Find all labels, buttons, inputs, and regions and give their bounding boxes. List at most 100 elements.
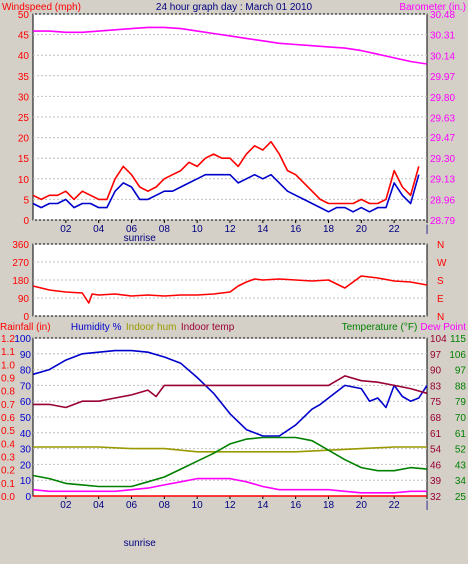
windspeed-tick: 5: [23, 195, 29, 206]
wind-line: [32, 173, 420, 213]
windspeed-tick: 40: [18, 51, 30, 62]
compass-label: N: [437, 312, 444, 323]
windspeed-tick: 0: [23, 216, 29, 227]
compass-label: S: [437, 276, 444, 287]
x-tick-label: 02: [60, 500, 72, 511]
temp-right-ticks-outer: 25 34 43 52 61 70 79 88 97 106 115: [449, 334, 466, 503]
left-axis-title: Indoor hum: [126, 322, 177, 333]
sunrise-label: sunrise: [124, 233, 157, 244]
right-axis-title: Dew Point: [420, 322, 466, 333]
temp-tick-outer: 34: [455, 476, 467, 487]
compass-label: W: [437, 258, 447, 269]
x-tick-label: 14: [257, 500, 269, 511]
barometer-tick: 30.14: [430, 51, 455, 62]
barometer-tick: 29.97: [430, 72, 455, 83]
x-tick-label: 20: [356, 500, 368, 511]
x-tick-label: 08: [159, 500, 171, 511]
temp-tick-inner: 46: [430, 460, 442, 471]
x-tick-label: 10: [192, 500, 204, 511]
temp-tick-outer: 52: [455, 445, 467, 456]
barometer-tick: 29.80: [430, 93, 455, 104]
climate-panel: Rainfall (in) Humidity % Indoor hum Indoor …: [0, 322, 466, 549]
right-axis-title: Temperature (°F): [342, 322, 418, 333]
windspeed-tick: 25: [18, 113, 30, 124]
temp-tick-outer: 43: [455, 460, 467, 471]
temp-tick-outer: 79: [455, 397, 467, 408]
x-tick-label: 20: [356, 224, 368, 235]
rain-tick: 1.2: [1, 334, 15, 345]
windspeed-tick: 10: [18, 175, 30, 186]
x-tick-label: 12: [224, 500, 236, 511]
indoor_temp-line: [33, 375, 428, 409]
temp-tick-inner: 97: [430, 350, 442, 361]
barometer-tick: 28.79: [430, 216, 455, 227]
humidity-line: [32, 349, 428, 437]
x-tick-label: 18: [323, 500, 335, 511]
barometer-line: [33, 26, 428, 65]
climate-left-axis-titles: Rainfall (in) Humidity % Indoor hum Indoor …: [0, 322, 235, 333]
wind-x-ticks: 02 04 06 08 10 12 14 16 18 20 22 |: [60, 220, 428, 235]
barometer-y-ticks: 28.79 28.96 29.13 29.30 29.47 29.63 29.80 29.97…: [430, 10, 455, 227]
x-tick-label: 16: [290, 500, 302, 511]
temp-tick-inner: 75: [430, 397, 442, 408]
windspeed-tick: 50: [18, 10, 30, 21]
sunrise-label-bottom: sunrise: [124, 538, 157, 549]
compass-label: E: [437, 294, 444, 305]
humidity-tick: 40: [20, 429, 32, 440]
temp-tick-outer: 115: [450, 334, 466, 345]
x-tick-label: 04: [93, 224, 105, 235]
rain-tick: 0.2: [1, 466, 15, 477]
x-tick-label: 06: [126, 224, 138, 235]
x-tick-label: 04: [93, 500, 105, 511]
gust-line: [32, 140, 420, 205]
rain-tick: 1.1: [1, 347, 15, 358]
humidity-y-ticks: 0 10 20 30 40 50 60 70 80 90 100: [14, 334, 31, 503]
wind-series-lines: [32, 26, 428, 213]
temp-tick-inner: 32: [430, 492, 442, 503]
direction-tick: 360: [12, 240, 29, 251]
climate-series-lines: [32, 349, 428, 497]
temp-tick-outer: 106: [449, 350, 466, 361]
temp-tick-inner: 68: [430, 413, 442, 424]
direction-grid: [33, 243, 427, 317]
left-axis-title: Humidity %: [71, 322, 122, 333]
temp-tick-outer: 61: [455, 429, 467, 440]
x-tick-label: |: [426, 224, 429, 235]
barometer-tick: 29.63: [430, 114, 455, 125]
humidity-tick: 100: [14, 334, 31, 345]
left-axis-title: Indoor temp: [181, 322, 235, 333]
direction-line: [32, 275, 428, 304]
x-tick-label: |: [426, 500, 429, 511]
windspeed-tick: 30: [18, 92, 30, 103]
rain-tick: 1.0: [1, 360, 15, 371]
barometer-tick: 29.30: [430, 154, 455, 165]
climate-x-ticks: 02 04 06 08 10 12 14 16 18 20 22 |: [60, 496, 428, 511]
windspeed-tick: 20: [18, 134, 30, 145]
windspeed-tick: 15: [18, 154, 30, 165]
barometer-axis-title: Barometer (in.): [399, 2, 466, 13]
temp-tick-inner: 90: [430, 366, 442, 377]
temp-tick-inner: 104: [430, 334, 447, 345]
rain-y-ticks: 0.0 0.1 0.2 0.3 0.4 0.5 0.6 0.7 0.8 0.9 1.0 1.1 1.2: [1, 334, 15, 503]
rain-tick: 0.5: [1, 426, 15, 437]
x-tick-label: 10: [192, 224, 204, 235]
rain-tick: 0.6: [1, 413, 15, 424]
barometer-tick: 28.96: [430, 195, 455, 206]
humidity-tick: 30: [20, 445, 32, 456]
temperature-line: [32, 436, 428, 488]
wind-barometer-panel: Windspeed (mph) 24 hour graph day : Marc…: [2, 2, 466, 244]
temp-tick-outer: 70: [455, 413, 467, 424]
windspeed-axis-title: Windspeed (mph): [2, 2, 81, 13]
x-tick-label: 08: [159, 224, 171, 235]
direction-y-ticks: 0 90 180 270 360: [12, 240, 29, 323]
temp-tick-outer: 88: [455, 381, 467, 392]
rain-tick: 0.1: [1, 479, 15, 490]
x-tick-label: 12: [224, 224, 236, 235]
windspeed-tick: 45: [18, 31, 30, 42]
x-tick-label: 22: [389, 224, 401, 235]
left-axis-title: Rainfall (in): [0, 322, 51, 333]
